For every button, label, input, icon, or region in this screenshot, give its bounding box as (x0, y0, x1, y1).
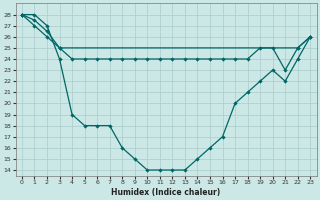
X-axis label: Humidex (Indice chaleur): Humidex (Indice chaleur) (111, 188, 221, 197)
